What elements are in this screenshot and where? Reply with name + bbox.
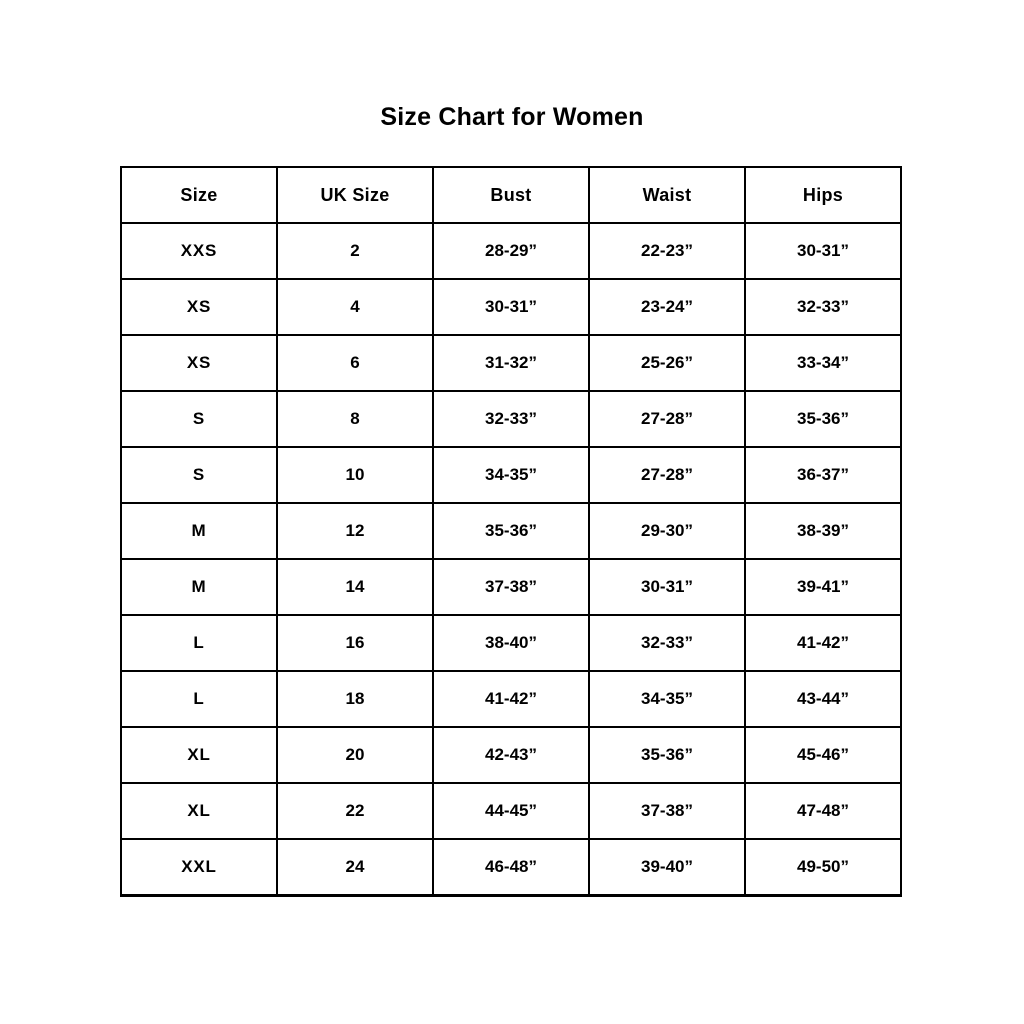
table-row: L 18 41-42” 34-35” 43-44” [120, 670, 902, 728]
cell-waist: 35-36” [588, 726, 746, 784]
table-row: XL 22 44-45” 37-38” 47-48” [120, 782, 902, 840]
cell-hips: 33-34” [744, 334, 902, 392]
column-header-hips: Hips [744, 166, 902, 224]
cell-uk-size: 8 [276, 390, 434, 448]
page-title: Size Chart for Women [380, 103, 644, 131]
cell-size: XXL [120, 838, 278, 897]
cell-size: M [120, 502, 278, 560]
cell-waist: 22-23” [588, 222, 746, 280]
cell-waist: 25-26” [588, 334, 746, 392]
cell-bust: 31-32” [432, 334, 590, 392]
cell-bust: 37-38” [432, 558, 590, 616]
column-header-size: Size [120, 166, 278, 224]
cell-size: M [120, 558, 278, 616]
cell-hips: 30-31” [744, 222, 902, 280]
cell-uk-size: 16 [276, 614, 434, 672]
cell-waist: 39-40” [588, 838, 746, 897]
cell-hips: 47-48” [744, 782, 902, 840]
cell-waist: 27-28” [588, 446, 746, 504]
cell-bust: 30-31” [432, 278, 590, 336]
size-chart-table: Size UK Size Bust Waist Hips XXS 2 28-29… [120, 166, 902, 897]
cell-hips: 43-44” [744, 670, 902, 728]
cell-waist: 37-38” [588, 782, 746, 840]
cell-waist: 30-31” [588, 558, 746, 616]
column-header-uk-size: UK Size [276, 166, 434, 224]
cell-hips: 39-41” [744, 558, 902, 616]
cell-uk-size: 22 [276, 782, 434, 840]
size-chart-table-container: Size UK Size Bust Waist Hips XXS 2 28-29… [120, 166, 902, 897]
cell-hips: 45-46” [744, 726, 902, 784]
table-row: XXL 24 46-48” 39-40” 49-50” [120, 838, 902, 897]
cell-bust: 38-40” [432, 614, 590, 672]
table-row: S 8 32-33” 27-28” 35-36” [120, 390, 902, 448]
table-header-row: Size UK Size Bust Waist Hips [120, 166, 902, 224]
cell-size: XS [120, 278, 278, 336]
table-row: M 12 35-36” 29-30” 38-39” [120, 502, 902, 560]
cell-waist: 29-30” [588, 502, 746, 560]
table-row: L 16 38-40” 32-33” 41-42” [120, 614, 902, 672]
cell-waist: 32-33” [588, 614, 746, 672]
cell-size: S [120, 446, 278, 504]
cell-uk-size: 20 [276, 726, 434, 784]
table-row: XS 4 30-31” 23-24” 32-33” [120, 278, 902, 336]
cell-size: XL [120, 726, 278, 784]
cell-uk-size: 18 [276, 670, 434, 728]
cell-bust: 42-43” [432, 726, 590, 784]
cell-bust: 28-29” [432, 222, 590, 280]
cell-size: XXS [120, 222, 278, 280]
cell-bust: 41-42” [432, 670, 590, 728]
column-header-bust: Bust [432, 166, 590, 224]
cell-size: XL [120, 782, 278, 840]
table-row: XXS 2 28-29” 22-23” 30-31” [120, 222, 902, 280]
cell-bust: 35-36” [432, 502, 590, 560]
cell-hips: 36-37” [744, 446, 902, 504]
cell-uk-size: 14 [276, 558, 434, 616]
cell-bust: 34-35” [432, 446, 590, 504]
cell-hips: 32-33” [744, 278, 902, 336]
cell-uk-size: 12 [276, 502, 434, 560]
table-header: Size UK Size Bust Waist Hips [120, 166, 902, 224]
cell-hips: 49-50” [744, 838, 902, 897]
cell-waist: 34-35” [588, 670, 746, 728]
table-body: XXS 2 28-29” 22-23” 30-31” XS 4 30-31” 2… [120, 222, 902, 897]
table-row: S 10 34-35” 27-28” 36-37” [120, 446, 902, 504]
cell-uk-size: 24 [276, 838, 434, 897]
cell-uk-size: 10 [276, 446, 434, 504]
cell-uk-size: 6 [276, 334, 434, 392]
cell-uk-size: 2 [276, 222, 434, 280]
cell-hips: 41-42” [744, 614, 902, 672]
cell-bust: 46-48” [432, 838, 590, 897]
column-header-waist: Waist [588, 166, 746, 224]
cell-bust: 44-45” [432, 782, 590, 840]
cell-size: L [120, 614, 278, 672]
cell-hips: 38-39” [744, 502, 902, 560]
cell-bust: 32-33” [432, 390, 590, 448]
cell-hips: 35-36” [744, 390, 902, 448]
cell-size: L [120, 670, 278, 728]
cell-size: XS [120, 334, 278, 392]
table-row: M 14 37-38” 30-31” 39-41” [120, 558, 902, 616]
cell-size: S [120, 390, 278, 448]
table-row: XL 20 42-43” 35-36” 45-46” [120, 726, 902, 784]
cell-uk-size: 4 [276, 278, 434, 336]
cell-waist: 27-28” [588, 390, 746, 448]
cell-waist: 23-24” [588, 278, 746, 336]
table-row: XS 6 31-32” 25-26” 33-34” [120, 334, 902, 392]
